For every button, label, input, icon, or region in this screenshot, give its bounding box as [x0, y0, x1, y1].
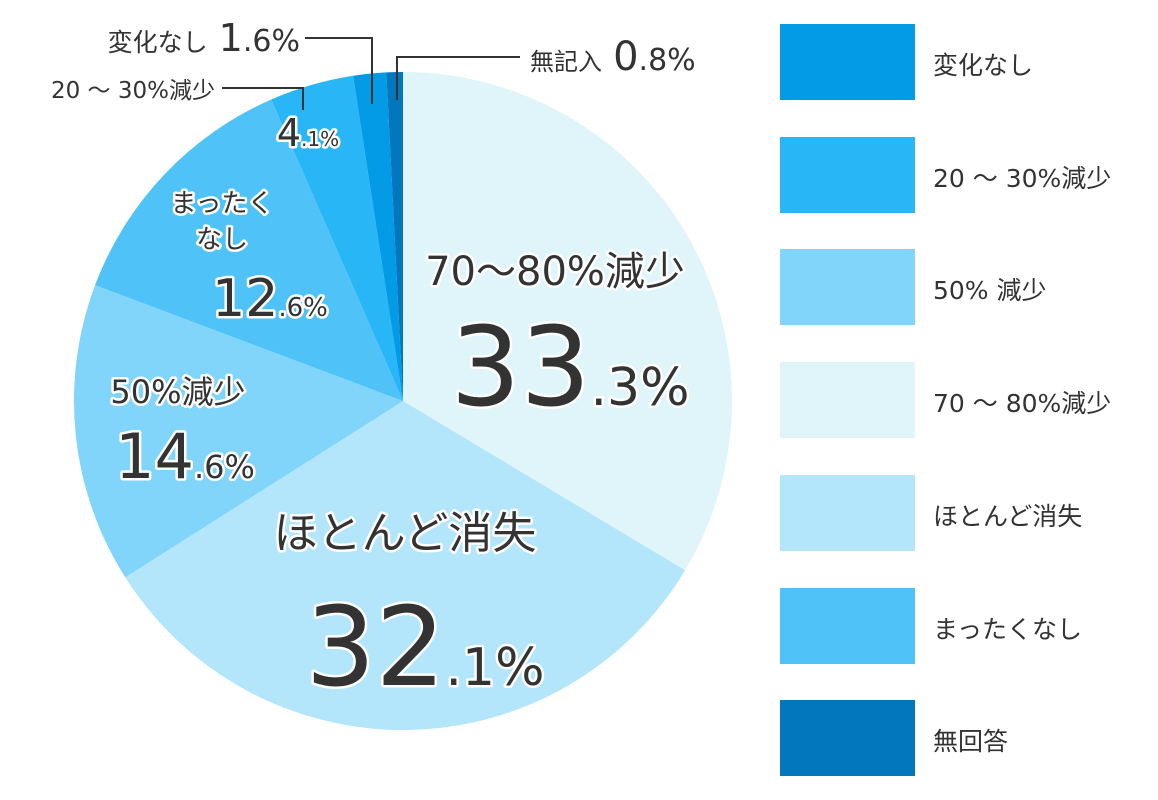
legend-swatch — [780, 700, 915, 777]
callout-line-20-30 — [222, 87, 304, 110]
pie-slice-0 — [403, 72, 732, 571]
slice-label-50: 50%減少 — [110, 373, 245, 411]
slice-label-gone: ほとんど消失 — [274, 508, 537, 559]
legend-label: 50% 減少 — [933, 276, 1047, 306]
pie-slices — [73, 72, 732, 731]
slice-value-none: 12.6% — [212, 269, 328, 329]
legend-item: 変化なし — [780, 24, 1158, 100]
legend-label: 変化なし — [933, 51, 1034, 80]
legend-swatch — [780, 136, 915, 213]
legend-label: まったくなし — [933, 614, 1083, 644]
callout-20-30: 20 ～ 30%減少 — [51, 78, 215, 104]
callout-line-nochange — [305, 37, 373, 104]
legend-item: 70 ～ 80%減少 — [780, 362, 1158, 439]
legend-item: 50% 減少 — [780, 249, 1158, 326]
pie-slice-3 — [95, 99, 404, 401]
pie-slice-6 — [386, 72, 403, 401]
legend-item: ほとんど消失 — [780, 474, 1158, 551]
pie-slice-5 — [353, 72, 403, 401]
legend-item: 無回答 — [780, 700, 1158, 777]
legend-item: まったくなし — [780, 587, 1158, 664]
pie-slice-4 — [271, 75, 403, 401]
legend-swatch — [780, 587, 915, 664]
legend-swatch — [780, 249, 915, 326]
legend-swatch — [780, 474, 915, 551]
legend-swatch — [780, 362, 915, 439]
slice-value-20-30: 4.1% — [277, 111, 339, 155]
legend-label: 無回答 — [933, 727, 1009, 757]
slice-label-70-80: 70～80%減少 — [425, 249, 685, 295]
callout-nochange: 変化なし 1.6% — [108, 16, 300, 60]
callout-blank: 無記入 0.8% — [530, 34, 696, 80]
legend-swatch — [780, 24, 915, 100]
slice-label-none-2: なし — [196, 225, 248, 255]
slice-value-70-80: 33.3% — [450, 303, 689, 431]
legend-label: 20 ～ 30%減少 — [933, 163, 1112, 193]
pie-slice-1 — [125, 401, 686, 731]
callout-line-blank — [396, 56, 520, 100]
slice-value-50: 14.6% — [115, 420, 255, 493]
slice-label-none-1: まったく — [171, 189, 274, 219]
legend-label: 70 ～ 80%減少 — [933, 389, 1112, 419]
legend-item: 20 ～ 30%減少 — [780, 136, 1158, 213]
pie-slice-2 — [73, 285, 403, 578]
slice-value-gone: 32.1% — [305, 583, 544, 711]
legend-label: ほとんど消失 — [933, 501, 1083, 531]
